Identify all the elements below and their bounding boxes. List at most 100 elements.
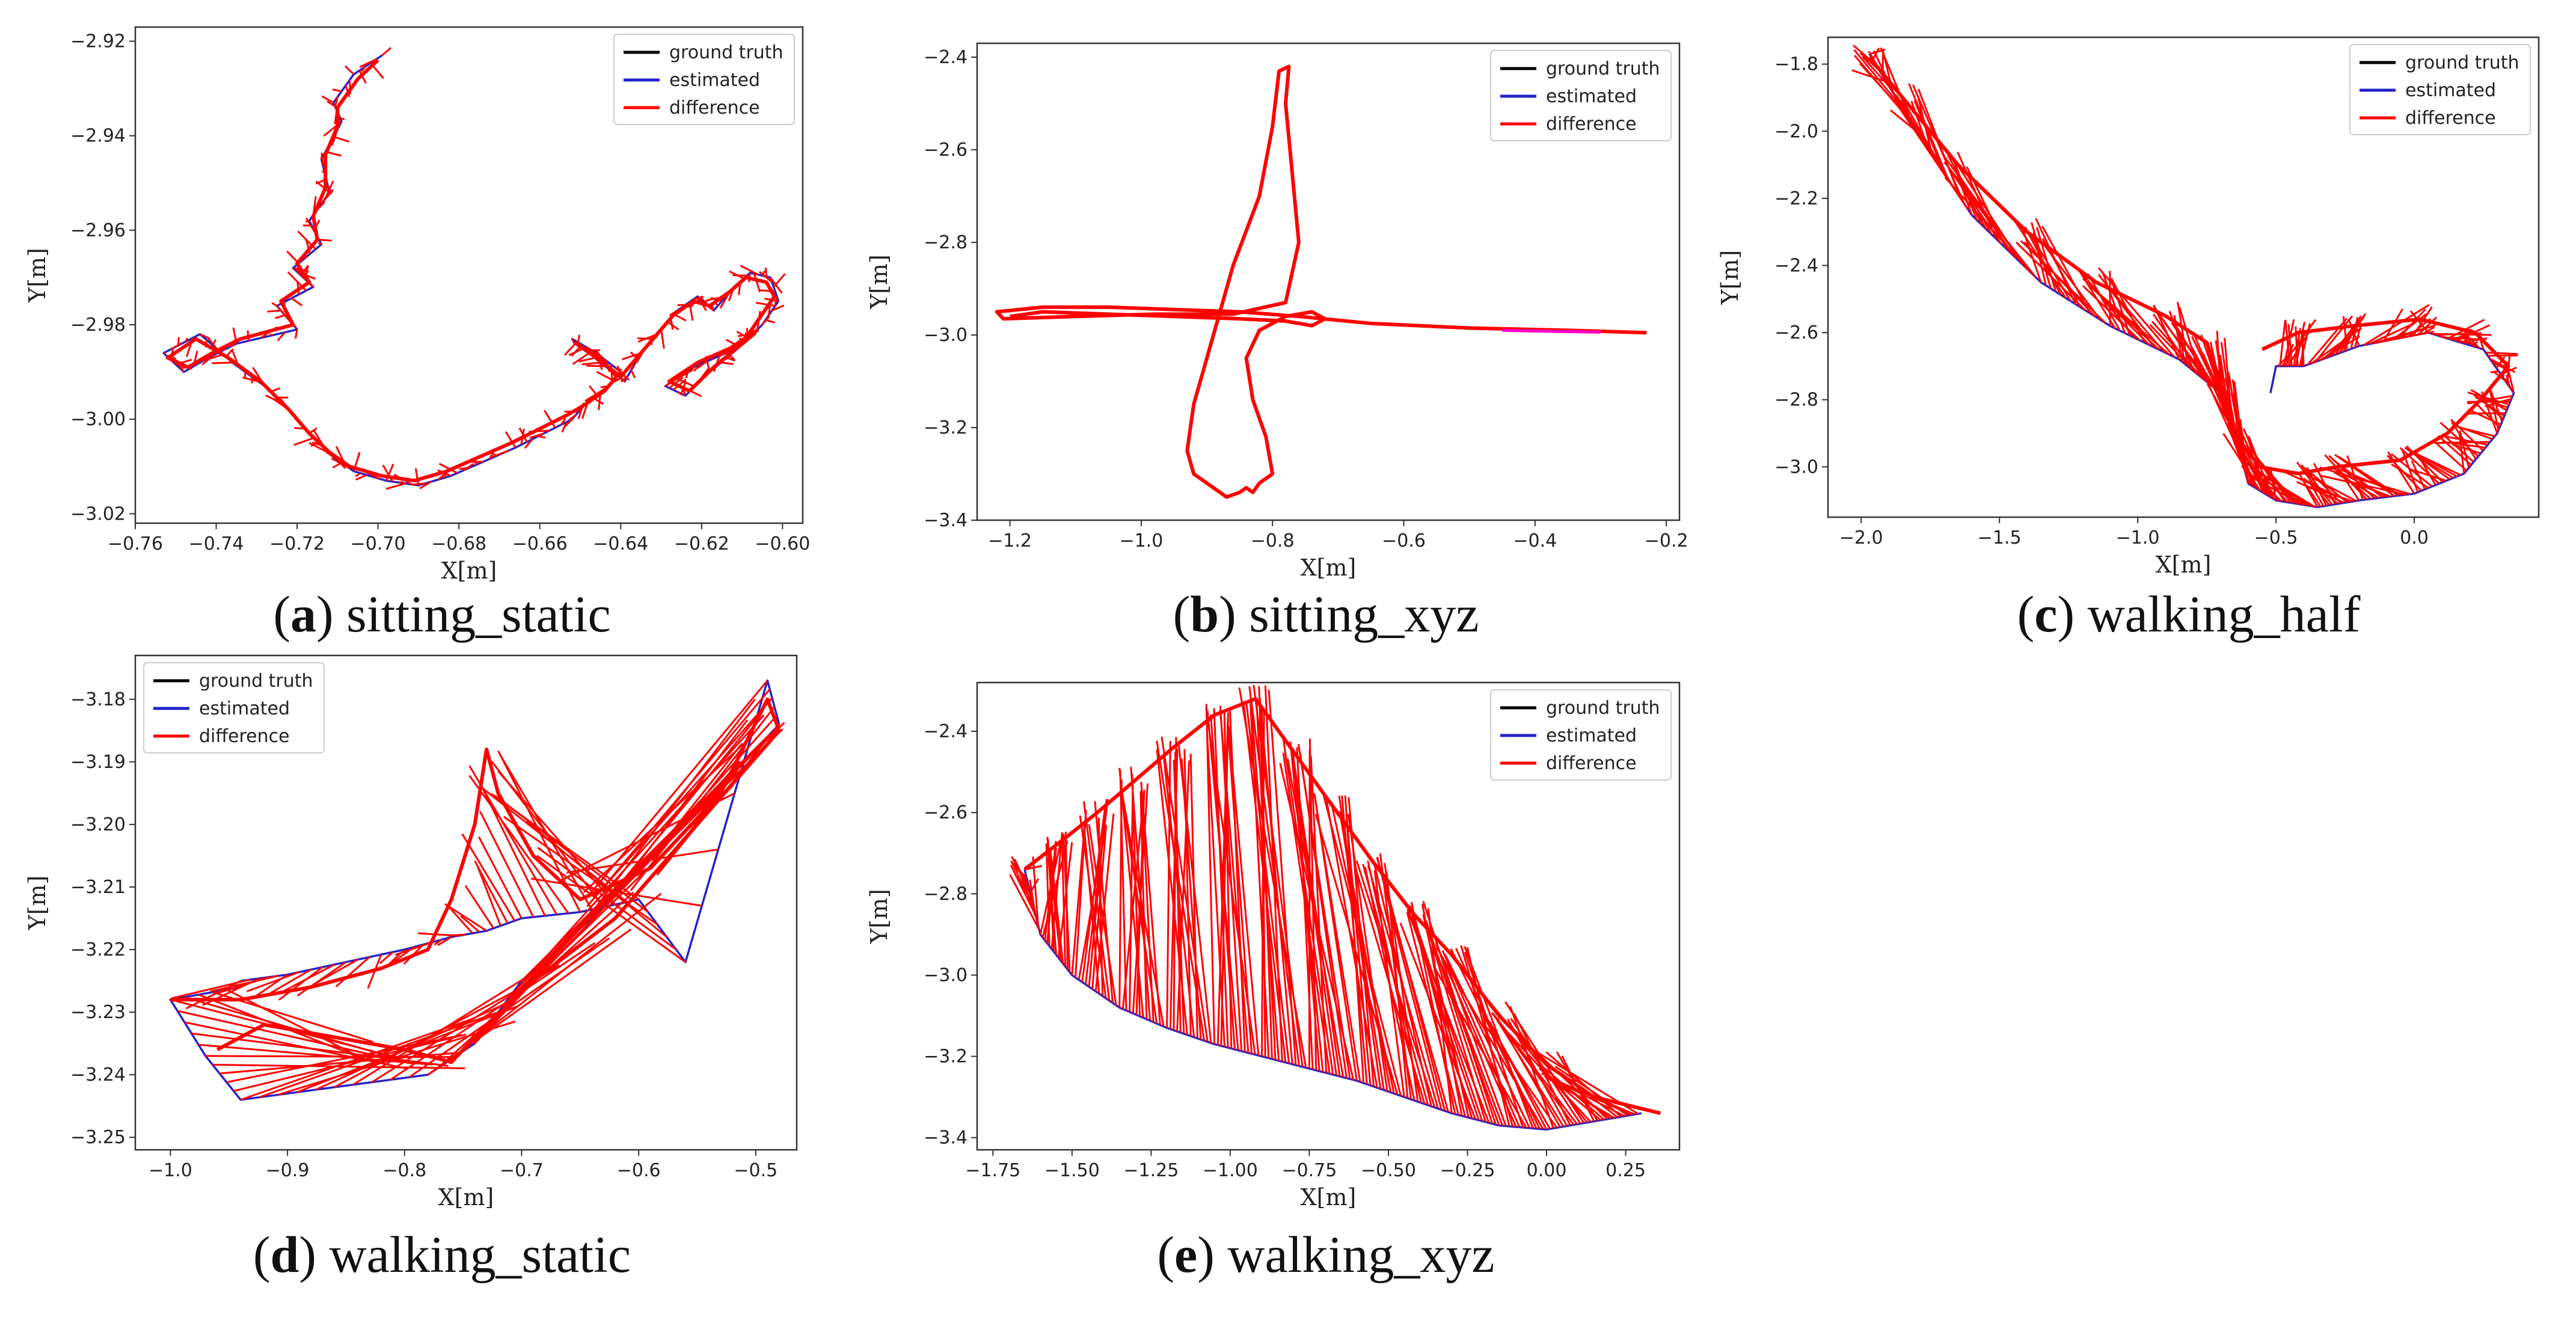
- series-difference-line: [995, 64, 1647, 499]
- panel-caption-title: sitting_xyz: [1249, 585, 1479, 643]
- y-tick-label: −3.0: [1774, 456, 1818, 477]
- plot-data: [169, 679, 785, 1101]
- difference-segment: [1119, 769, 1127, 1011]
- difference-segment: [1310, 755, 1328, 1073]
- x-tick-label: −0.75: [1281, 1160, 1337, 1181]
- difference-segment: [720, 361, 734, 365]
- legend-box: [1490, 689, 1672, 781]
- difference-segment: [1206, 710, 1239, 1051]
- panel-caption: (a) sitting_static: [273, 585, 610, 643]
- legend-label: ground truth: [1546, 58, 1660, 79]
- difference-segment: [1091, 824, 1108, 989]
- y-axis-label: Y[m]: [24, 876, 51, 931]
- difference-segment: [271, 302, 278, 307]
- difference-segment: [2260, 477, 2307, 506]
- difference-segment: [447, 933, 466, 937]
- x-tick-label: −0.5: [734, 1160, 777, 1181]
- difference-segment: [212, 1063, 465, 1069]
- difference-segment: [339, 117, 345, 121]
- y-tick-label: −3.25: [70, 1127, 126, 1148]
- difference-segment: [2177, 301, 2189, 367]
- difference-segment: [2041, 226, 2091, 314]
- difference-segment: [1088, 824, 1117, 1005]
- difference-segment: [620, 375, 629, 383]
- legend-label: ground truth: [2405, 52, 2519, 73]
- difference-segment: [2440, 335, 2476, 346]
- difference-segment: [572, 352, 590, 365]
- difference-segment: [761, 316, 770, 325]
- difference-segment: [414, 468, 420, 486]
- difference-segment: [203, 353, 224, 362]
- difference-segment: [460, 915, 480, 933]
- x-tick-label: −0.60: [755, 533, 810, 554]
- difference-segment: [765, 267, 767, 277]
- difference-segment: [753, 273, 761, 293]
- difference-segment: [277, 331, 286, 342]
- difference-segment: [2416, 453, 2461, 476]
- difference-segment: [1219, 710, 1250, 1053]
- x-tick-label: −1.75: [965, 1160, 1020, 1181]
- y-tick-label: −2.8: [1774, 390, 1818, 411]
- difference-segment: [2040, 240, 2101, 321]
- difference-segment: [319, 239, 332, 242]
- difference-segment: [631, 364, 636, 370]
- difference-segment: [437, 936, 452, 947]
- difference-segment: [247, 971, 300, 992]
- panel-caption: (c) walking_half: [2017, 585, 2361, 643]
- difference-segment: [2452, 443, 2481, 455]
- x-tick-label: −1.50: [1044, 1160, 1100, 1181]
- difference-segment: [1279, 763, 1355, 1081]
- difference-segment: [459, 466, 471, 470]
- series-difference-line: [170, 697, 781, 1064]
- difference-segment: [2489, 358, 2516, 373]
- x-tick-label: −0.25: [1440, 1160, 1495, 1181]
- difference-segment: [333, 135, 350, 143]
- panel-caption-title: walking_static: [330, 1226, 631, 1283]
- x-axis-label: X[m]: [1301, 554, 1357, 581]
- difference-segment: [355, 472, 361, 477]
- x-tick-label: −2.0: [1839, 527, 1883, 548]
- difference-segment: [177, 1010, 411, 1064]
- difference-segment: [535, 714, 765, 969]
- difference-segment: [2304, 472, 2357, 502]
- x-tick-label: −0.5: [2254, 527, 2298, 548]
- difference-segment: [536, 855, 686, 963]
- difference-segment: [1119, 784, 1165, 1027]
- difference-segment: [331, 457, 351, 470]
- difference-segment: [2387, 451, 2415, 494]
- difference-segment: [242, 376, 259, 382]
- difference-segment: [596, 370, 614, 382]
- difference-segment: [2441, 433, 2474, 463]
- difference-segment: [588, 385, 598, 396]
- legend-label: estimated: [669, 70, 760, 91]
- y-tick-label: −3.21: [70, 877, 126, 898]
- difference-segment: [381, 47, 392, 57]
- difference-segment: [1177, 743, 1212, 1043]
- difference-segment: [732, 274, 747, 277]
- difference-segment: [771, 304, 785, 312]
- difference-segment: [2467, 394, 2513, 405]
- y-tick-label: −2.4: [924, 721, 968, 742]
- x-tick-label: −1.2: [988, 530, 1032, 551]
- legend-box: [1490, 50, 1672, 141]
- difference-segment: [504, 431, 517, 449]
- difference-segment: [1902, 105, 1957, 192]
- difference-segment: [2031, 222, 2052, 289]
- difference-segment: [210, 975, 278, 993]
- difference-segment: [474, 860, 509, 924]
- difference-segment: [1851, 69, 1887, 83]
- difference-segment: [1082, 801, 1111, 1001]
- difference-segment: [320, 152, 324, 167]
- difference-segment: [2016, 241, 2087, 312]
- difference-segment: [269, 333, 274, 336]
- x-tick-label: −0.7: [500, 1160, 544, 1181]
- x-tick-label: −1.0: [149, 1160, 192, 1181]
- y-tick-label: −2.94: [70, 126, 126, 147]
- legend-label: difference: [199, 726, 290, 747]
- difference-segment: [1139, 791, 1148, 1019]
- difference-segment: [518, 427, 528, 443]
- difference-segment: [1242, 701, 1287, 1063]
- difference-segment: [1376, 857, 1449, 1113]
- difference-segment: [1045, 843, 1050, 947]
- x-tick-label: 0.00: [1527, 1160, 1567, 1181]
